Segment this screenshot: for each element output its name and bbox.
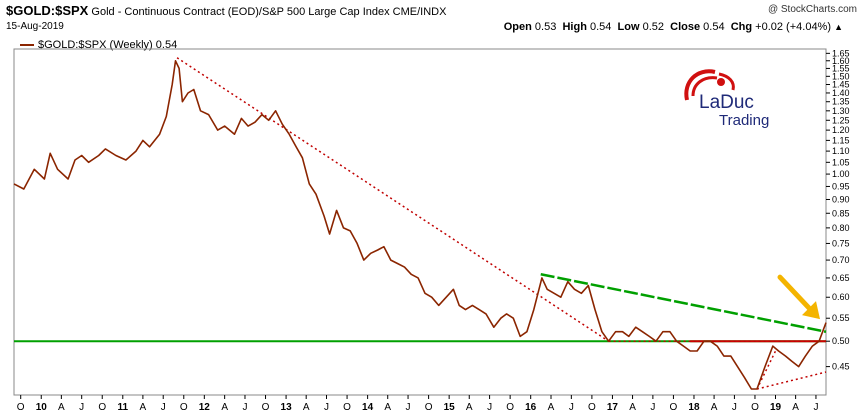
x-tick-label: J xyxy=(161,402,166,413)
legend-swatch xyxy=(20,44,34,46)
x-tick-label: 19 xyxy=(770,402,782,413)
x-tick-label: O xyxy=(180,402,188,413)
brand-label[interactable]: @ StockCharts.com xyxy=(767,4,857,15)
y-tick-label: 1.30 xyxy=(832,106,850,116)
x-tick-label: A xyxy=(58,402,65,413)
y-tick-label: 0.45 xyxy=(832,362,850,372)
plot-frame xyxy=(13,48,827,396)
y-tick-label: 0.95 xyxy=(832,181,850,191)
y-tick-label: 1.55 xyxy=(832,63,850,73)
x-tick-label: O xyxy=(17,402,25,413)
x-tick-label: A xyxy=(548,402,555,413)
logo-line2: Trading xyxy=(719,112,770,129)
y-tick-label: 0.70 xyxy=(832,255,850,265)
open-label: Open xyxy=(503,21,532,33)
close-value: 0.54 xyxy=(703,21,725,33)
x-tick-label: O xyxy=(262,402,270,413)
chart-symbol: $GOLD:$SPX xyxy=(6,3,89,18)
trend-up-icon: ▲ xyxy=(834,22,843,32)
x-tick-label: 13 xyxy=(281,402,293,413)
arrow-shaft xyxy=(777,274,815,314)
x-tick-label: J xyxy=(406,402,411,413)
high-value: 0.54 xyxy=(589,21,612,33)
x-tick-label: 14 xyxy=(362,402,374,413)
chart-title: $GOLD:$SPX Gold - Continuous Contract (E… xyxy=(6,3,446,18)
x-tick-label: O xyxy=(506,402,514,413)
y-tick-label: 1.45 xyxy=(832,79,850,89)
x-tick-label: O xyxy=(670,402,678,413)
x-tick-label: 15 xyxy=(444,402,456,413)
chg-label: Chg xyxy=(730,21,753,33)
x-tick-label: J xyxy=(732,402,737,413)
y-tick-label: 1.65 xyxy=(832,48,850,58)
x-tick-label: J xyxy=(79,402,84,413)
chart-date: 15-Aug-2019 xyxy=(6,21,64,32)
logo-line1: LaDuc xyxy=(699,92,754,113)
high-label: High xyxy=(562,21,587,33)
x-tick-label: J xyxy=(324,402,329,413)
x-tick-label: J xyxy=(650,402,655,413)
x-tick-label: O xyxy=(343,402,351,413)
y-tick-label: 0.75 xyxy=(832,238,850,248)
x-tick-label: 17 xyxy=(607,402,619,413)
x-tick-label: J xyxy=(487,402,492,413)
x-tick-label: 10 xyxy=(36,402,48,413)
chart-exchange: CME/INDX xyxy=(392,6,447,18)
y-tick-label: 0.50 xyxy=(832,336,850,346)
laduc-logo: LaDuc Trading xyxy=(679,62,775,132)
x-tick-label: O xyxy=(588,402,596,413)
x-tick-label: A xyxy=(384,402,391,413)
chg-value: +0.02 (+4.04%) xyxy=(755,21,832,33)
x-tick-label: O xyxy=(425,402,433,413)
x-tick-label: A xyxy=(629,402,636,413)
x-tick-label: J xyxy=(569,402,574,413)
x-tick-label: A xyxy=(221,402,228,413)
x-tick-label: 12 xyxy=(199,402,211,413)
x-tick-label: A xyxy=(711,402,718,413)
low-value: 0.52 xyxy=(642,21,665,33)
y-tick-label: 1.50 xyxy=(832,71,850,81)
y-tick-label: 1.15 xyxy=(832,135,850,145)
y-tick-label: 1.05 xyxy=(832,157,850,167)
y-tick-label: 1.60 xyxy=(832,56,850,66)
x-tick-label: 16 xyxy=(525,402,537,413)
price-series-line xyxy=(13,60,827,390)
x-tick-label: A xyxy=(466,402,473,413)
y-tick-label: 0.90 xyxy=(832,194,850,204)
x-tick-label: O xyxy=(98,402,106,413)
y-tick-label: 1.00 xyxy=(832,169,850,179)
y-tick-label: 0.55 xyxy=(832,313,850,323)
x-tick-label: A xyxy=(140,402,147,413)
close-label: Close xyxy=(670,21,701,33)
open-value: 0.53 xyxy=(534,21,557,33)
legend-label: $GOLD:$SPX (Weekly) 0.54 xyxy=(38,39,178,51)
y-tick-label: 1.20 xyxy=(832,125,850,135)
low-label: Low xyxy=(617,21,640,33)
x-tick-label: J xyxy=(242,402,247,413)
y-tick-label: 1.25 xyxy=(832,115,850,125)
x-tick-label: A xyxy=(303,402,310,413)
y-tick-label: 0.60 xyxy=(832,292,850,302)
y-tick-label: 1.40 xyxy=(832,88,850,98)
x-tick-label: O xyxy=(751,402,759,413)
laduc-swoosh-icon xyxy=(684,69,735,101)
y-tick-label: 0.80 xyxy=(832,223,850,233)
x-tick-label: J xyxy=(813,402,818,413)
red-dotted-trendline xyxy=(756,350,777,390)
green-trendline xyxy=(540,273,827,333)
chart-description: Gold - Continuous Contract (EOD)/S&P 500… xyxy=(91,6,390,18)
red-dotted-trendline xyxy=(176,57,610,342)
y-tick-label: 1.35 xyxy=(832,97,850,107)
ohlc-readout: Open 0.53 High 0.54 Low 0.52 Close 0.54 … xyxy=(504,21,843,33)
arrow-head-icon xyxy=(802,301,820,320)
y-tick-label: 0.65 xyxy=(832,273,850,283)
y-tick-label: 1.10 xyxy=(832,146,850,156)
x-tick-label: 18 xyxy=(688,402,700,413)
y-tick-label: 0.85 xyxy=(832,208,850,218)
red-dotted-trendline xyxy=(756,371,827,390)
x-tick-label: A xyxy=(792,402,799,413)
x-tick-label: 11 xyxy=(117,402,128,413)
series-legend: $GOLD:$SPX (Weekly) 0.54 xyxy=(20,39,177,51)
